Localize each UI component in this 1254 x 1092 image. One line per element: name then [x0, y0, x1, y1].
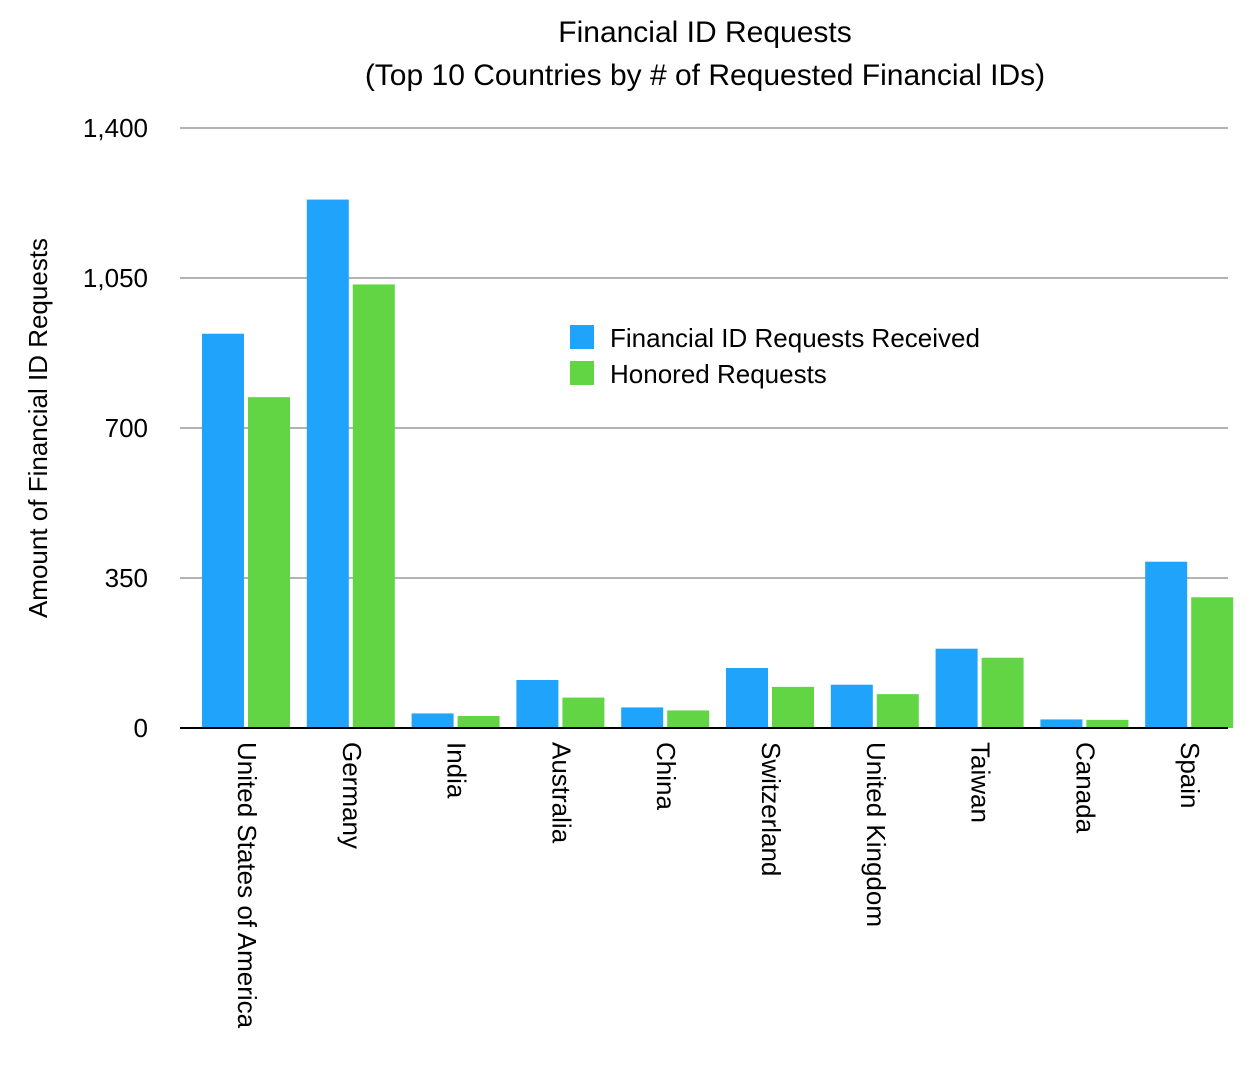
bar	[667, 710, 710, 728]
chart-subtitle: (Top 10 Countries by # of Requested Fina…	[365, 59, 1045, 92]
bar	[1086, 719, 1129, 728]
bar	[562, 697, 605, 728]
bars	[202, 199, 1234, 729]
x-tick-label: India	[442, 742, 472, 799]
legend-swatch	[570, 361, 594, 385]
bar	[1040, 719, 1083, 728]
bar	[1145, 561, 1188, 728]
bar	[621, 707, 664, 728]
y-axis-label: Amount of Financial ID Requests	[23, 238, 53, 618]
x-tick-label: Australia	[546, 742, 576, 844]
bar	[248, 397, 290, 728]
y-tick-label: 1,400	[83, 113, 148, 143]
y-tick-labels: 0 350 700 1,050 1,400	[83, 113, 148, 743]
bar	[981, 657, 1024, 728]
y-tick-label: 350	[105, 563, 148, 593]
bar	[1191, 597, 1234, 728]
bar	[411, 713, 454, 728]
x-tick-label: Spain	[1175, 742, 1205, 809]
legend: Financial ID Requests Received Honored Re…	[570, 323, 980, 389]
x-tick-label: Canada	[1070, 742, 1100, 834]
y-tick-label: 0	[134, 713, 148, 743]
y-tick-label: 700	[105, 413, 148, 443]
legend-label: Financial ID Requests Received	[610, 323, 980, 353]
x-tick-label: Germany	[337, 742, 367, 849]
chart-title: Financial ID Requests	[558, 16, 851, 49]
bar	[516, 680, 559, 728]
legend-label: Honored Requests	[610, 359, 827, 389]
bar	[772, 686, 814, 728]
bar	[830, 684, 873, 728]
bar	[306, 199, 349, 729]
x-tick-label: United States of America	[232, 742, 262, 1029]
bar	[352, 284, 395, 728]
x-tick-label: Switzerland	[756, 742, 786, 876]
bar	[726, 668, 768, 728]
x-tick-label: Taiwan	[966, 742, 996, 823]
bar	[935, 648, 978, 728]
bar	[457, 716, 500, 728]
bar	[876, 694, 919, 728]
x-tick-label: China	[651, 742, 681, 810]
bar	[202, 333, 244, 728]
x-tick-label: United Kingdom	[861, 742, 891, 927]
y-tick-label: 1,050	[83, 263, 148, 293]
x-tick-labels: United States of America Germany India Aust…	[232, 742, 1205, 1029]
legend-swatch	[570, 325, 594, 349]
